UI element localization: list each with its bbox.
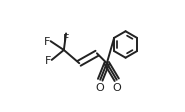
Text: F: F (44, 37, 51, 47)
Text: F: F (63, 34, 69, 44)
Text: O: O (112, 82, 121, 92)
Text: O: O (96, 82, 105, 92)
Text: F: F (45, 55, 52, 65)
